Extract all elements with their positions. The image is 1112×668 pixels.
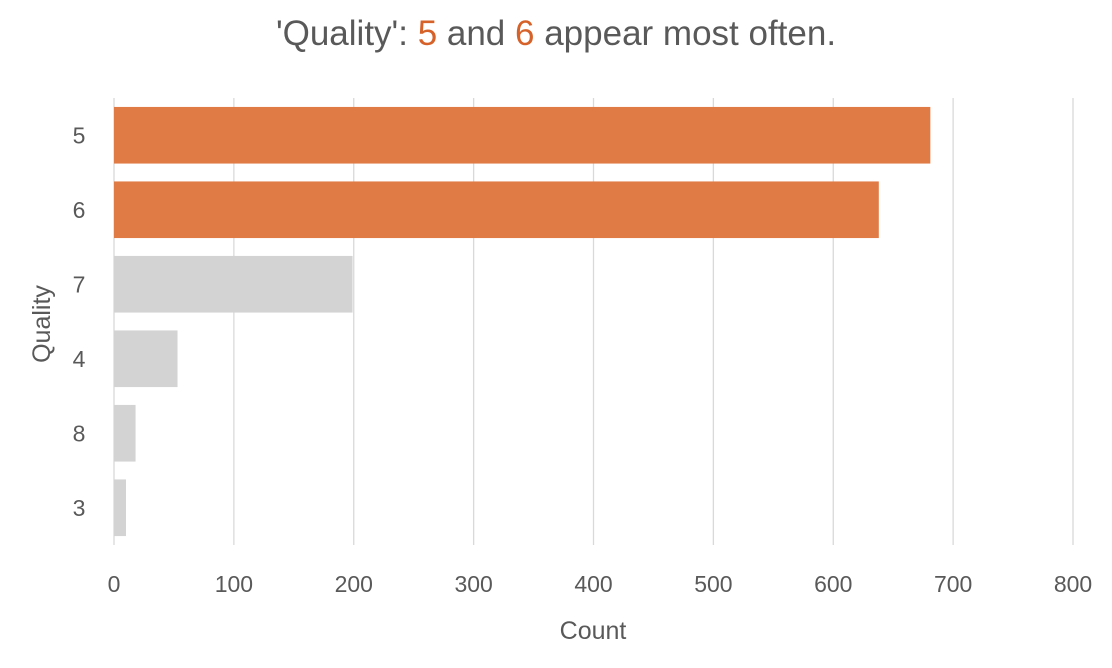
x-tick-label: 400: [574, 571, 612, 597]
x-tick-label: 500: [694, 571, 732, 597]
title-part-1: 'Quality':: [275, 14, 418, 53]
x-tick-label: 800: [1054, 571, 1092, 597]
y-axis-title: Quality: [28, 285, 56, 363]
x-tick-label: 300: [454, 571, 492, 597]
bar-quality-7: [114, 255, 353, 313]
title-part-3: appear most often.: [534, 14, 837, 53]
x-tick-labels: 0 100 200 300 400 500 600 700 800: [108, 571, 1093, 597]
bar-quality-4: [114, 330, 178, 388]
grid-lines: [113, 98, 1074, 545]
bar-quality-6: [114, 181, 879, 239]
y-tick-label: 7: [73, 271, 86, 297]
y-tick-label: 5: [73, 122, 86, 148]
bars: [114, 106, 931, 537]
y-tick-label: 4: [73, 346, 86, 372]
x-tick-label: 0: [108, 571, 121, 597]
x-tick-label: 200: [335, 571, 373, 597]
y-tick-label: 6: [73, 197, 86, 223]
bar-quality-3: [114, 479, 126, 537]
x-tick-label: 600: [814, 571, 852, 597]
title-highlight-6: 6: [515, 14, 535, 53]
title-highlight-5: 5: [417, 14, 438, 53]
chart-title: 'Quality': 5 and 6 appear most often.: [0, 14, 1112, 54]
y-tick-label: 8: [73, 420, 86, 446]
y-tick-label: 3: [73, 495, 86, 521]
bar-quality-8: [114, 404, 136, 462]
x-tick-label: 700: [934, 571, 972, 597]
title-part-2: and: [437, 14, 516, 53]
bar-quality-5: [114, 106, 931, 164]
y-tick-labels: 5 6 7 4 8 3: [73, 122, 86, 521]
x-tick-label: 100: [215, 571, 253, 597]
x-axis-title: Count: [560, 617, 627, 645]
